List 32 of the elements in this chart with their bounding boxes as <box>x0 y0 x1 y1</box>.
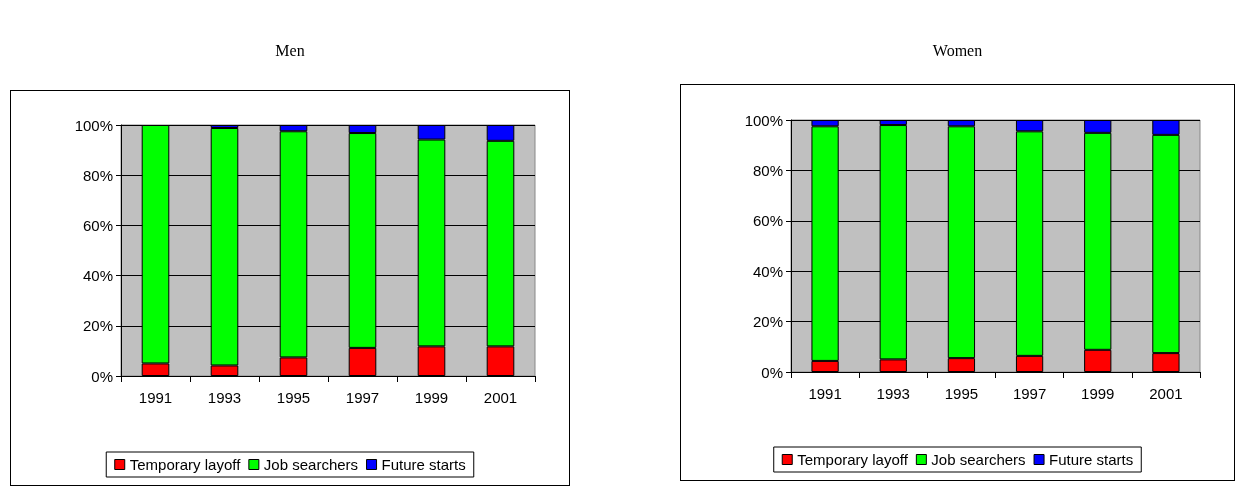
chart-title: Men <box>274 42 306 60</box>
y-tick-label: 100% <box>744 111 783 129</box>
y-tick-label: 40% <box>82 267 113 285</box>
legend-label: Future starts <box>381 456 466 473</box>
y-tick-label: 80% <box>752 161 783 179</box>
chart-title: Women <box>931 42 984 60</box>
legend-label: Job searchers <box>931 451 1026 468</box>
x-tick-label: 1991 <box>138 389 173 406</box>
y-tick-label: 100% <box>74 116 113 134</box>
y-tick-label: 60% <box>752 212 783 230</box>
x-tick-label: 1995 <box>944 385 979 402</box>
x-tick-label: 1999 <box>1081 385 1115 402</box>
y-tick-label: 0% <box>761 363 783 381</box>
legend-label: Temporary layoff <box>129 456 242 473</box>
y-tick-label: 0% <box>91 367 113 385</box>
y-tick-label: 60% <box>82 216 113 234</box>
x-tick-label: 1995 <box>276 389 311 406</box>
y-tick-label: 20% <box>82 317 113 335</box>
x-tick-label: 1993 <box>876 385 910 402</box>
x-tick-label: 2001 <box>483 389 518 406</box>
legend-label: Temporary layoff <box>797 451 909 468</box>
x-tick-label: 1999 <box>414 389 449 406</box>
y-tick-label: 40% <box>752 262 783 280</box>
x-tick-label: 1993 <box>207 389 242 406</box>
legend-label: Job searchers <box>263 456 359 473</box>
x-tick-label: 1997 <box>1012 385 1047 402</box>
x-tick-label: 2001 <box>1149 385 1183 402</box>
y-tick-label: 80% <box>82 166 113 184</box>
y-tick-label: 20% <box>752 313 783 331</box>
legend-label: Future starts <box>1049 451 1134 468</box>
x-tick-label: 1997 <box>345 389 380 406</box>
x-tick-label: 1991 <box>808 385 842 402</box>
